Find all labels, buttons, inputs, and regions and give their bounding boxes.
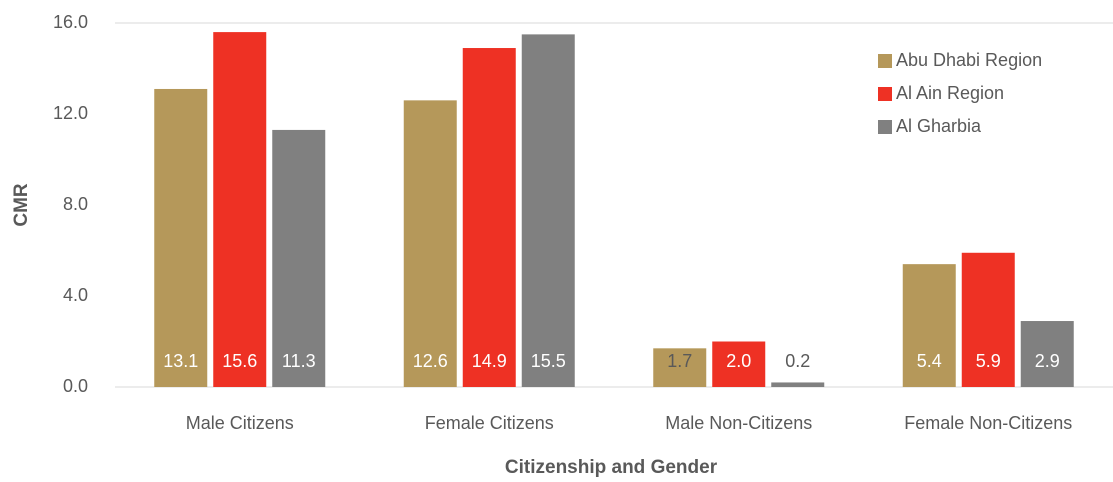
legend-label: Abu Dhabi Region — [896, 50, 1042, 70]
value-label: 5.9 — [976, 351, 1001, 371]
value-label: 1.7 — [667, 351, 692, 371]
y-axis-title: CMR — [11, 183, 32, 227]
value-label: 0.2 — [785, 351, 810, 371]
y-tick-label: 16.0 — [53, 12, 88, 32]
value-label: 12.6 — [413, 351, 448, 371]
bar — [771, 382, 825, 387]
value-label: 11.3 — [282, 351, 316, 371]
x-tick-label: Female Non-Citizens — [904, 413, 1072, 433]
x-tick-label: Male Non-Citizens — [665, 413, 812, 433]
value-label: 2.0 — [726, 351, 751, 371]
value-label: 13.1 — [163, 351, 198, 371]
y-tick-label: 8.0 — [63, 194, 88, 214]
bar — [272, 129, 326, 388]
bar — [403, 100, 457, 387]
bar — [154, 88, 208, 387]
legend-swatch — [878, 54, 892, 68]
x-tick-label: Female Citizens — [425, 413, 554, 433]
value-label: 5.4 — [917, 351, 942, 371]
bar — [521, 34, 575, 387]
bar — [1020, 321, 1074, 387]
bar — [961, 252, 1015, 387]
legend-swatch — [878, 87, 892, 101]
y-tick-label: 12.0 — [53, 103, 88, 123]
bar — [653, 348, 707, 387]
y-tick-label: 0.0 — [63, 376, 88, 396]
value-label: 15.5 — [531, 351, 566, 371]
value-label: 15.6 — [222, 351, 257, 371]
y-tick-label: 4.0 — [63, 285, 88, 305]
bar — [213, 32, 267, 387]
bar — [712, 341, 766, 387]
legend-swatch — [878, 120, 892, 134]
legend-label: Al Gharbia — [896, 116, 982, 136]
x-tick-label: Male Citizens — [186, 413, 294, 433]
legend-label: Al Ain Region — [896, 83, 1004, 103]
bar — [462, 48, 516, 388]
bar — [902, 264, 956, 387]
x-axis-title: Citizenship and Gender — [505, 457, 718, 478]
value-label: 2.9 — [1035, 351, 1060, 371]
value-label: 14.9 — [472, 351, 507, 371]
